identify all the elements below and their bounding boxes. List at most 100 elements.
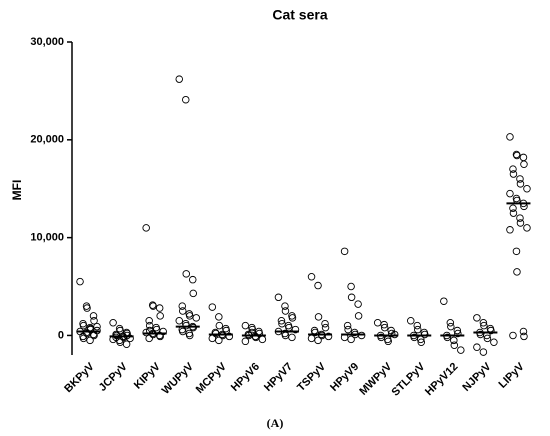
data-point <box>225 332 234 341</box>
data-point <box>288 333 296 342</box>
x-tick-label: NJPyV <box>460 360 494 394</box>
data-point <box>145 334 153 343</box>
data-point <box>516 219 525 227</box>
data-point <box>324 332 333 341</box>
y-tick-label: 0 <box>58 329 64 341</box>
data-point <box>291 325 300 334</box>
data-point <box>450 341 459 349</box>
data-point <box>278 319 286 328</box>
y-tick-label: 30,000 <box>30 36 64 48</box>
x-tick-label: MCPyV <box>194 360 230 396</box>
data-point <box>188 275 197 284</box>
data-point <box>407 317 415 325</box>
data-point <box>519 153 528 162</box>
data-point <box>380 320 388 329</box>
data-point <box>182 270 190 278</box>
data-point <box>142 224 150 232</box>
data-point <box>516 214 524 222</box>
data-point <box>307 273 316 281</box>
data-point <box>447 322 455 331</box>
data-point <box>116 338 124 347</box>
data-point <box>79 321 88 330</box>
data-point <box>208 334 217 343</box>
data-point <box>215 336 223 345</box>
data-point <box>413 321 422 330</box>
data-point <box>208 303 217 311</box>
data-point <box>215 313 223 321</box>
data-point <box>520 160 528 169</box>
data-point <box>76 277 84 286</box>
data-point <box>506 133 514 141</box>
data-point <box>473 314 481 322</box>
data-point <box>523 184 531 193</box>
data-point <box>178 302 186 310</box>
data-point <box>487 326 495 335</box>
data-point <box>417 338 426 347</box>
data-point <box>414 325 422 334</box>
x-tick-label: STLPyV <box>390 360 428 398</box>
data-point <box>252 333 260 342</box>
data-point <box>90 317 98 325</box>
data-point <box>86 336 94 345</box>
data-point <box>454 329 462 338</box>
data-point <box>307 334 316 343</box>
data-point <box>155 304 164 312</box>
x-tick-label: TSPyV <box>295 360 329 394</box>
data-point <box>189 289 197 298</box>
data-point <box>380 323 389 332</box>
data-point <box>519 327 528 336</box>
x-tick-label: MWPyV <box>357 360 394 397</box>
data-point <box>145 317 153 325</box>
data-point <box>145 321 154 330</box>
data-point <box>314 313 323 321</box>
data-point <box>490 338 498 347</box>
data-point <box>175 317 183 325</box>
data-point <box>373 318 382 327</box>
data-point <box>523 224 531 232</box>
x-tick-label: HPyV12 <box>423 361 460 398</box>
chart-title: Cat sera <box>272 7 327 23</box>
data-point <box>343 321 352 330</box>
data-point <box>314 336 322 345</box>
data-point <box>109 318 117 327</box>
data-point <box>512 247 521 256</box>
data-point <box>281 302 289 310</box>
data-point <box>483 334 492 343</box>
caption: (A) <box>267 416 284 430</box>
data-point <box>347 282 355 291</box>
y-tick-label: 20,000 <box>30 134 64 146</box>
data-point <box>410 333 419 342</box>
data-point <box>387 329 396 338</box>
data-point <box>516 175 524 183</box>
data-point <box>258 335 267 344</box>
x-tick-label: HPyV7 <box>262 361 295 394</box>
data-point <box>185 331 194 340</box>
y-tick-label: 10,000 <box>30 232 64 244</box>
data-point <box>175 75 183 83</box>
data-point <box>520 332 528 341</box>
data-point <box>509 204 517 213</box>
x-tick-label: LIPyV <box>497 360 528 391</box>
data-point <box>377 333 385 342</box>
data-point <box>314 281 322 290</box>
data-point <box>248 325 257 334</box>
data-point <box>440 297 448 305</box>
x-tick-label: WUPyV <box>160 360 197 397</box>
data-point <box>354 312 363 320</box>
x-tick-label: HPyV6 <box>229 361 262 394</box>
data-point <box>79 334 88 343</box>
data-point <box>185 312 194 320</box>
data-point <box>274 293 283 302</box>
data-point <box>344 325 352 334</box>
data-point <box>149 302 157 310</box>
data-point <box>446 318 455 327</box>
data-point <box>516 180 525 188</box>
data-point <box>384 337 392 346</box>
x-tick-label: KIPyV <box>132 360 163 391</box>
data-point <box>509 165 517 173</box>
data-point <box>457 346 465 354</box>
data-point <box>116 326 124 335</box>
data-point <box>354 300 362 308</box>
data-point <box>89 312 98 320</box>
data-point <box>513 151 521 160</box>
